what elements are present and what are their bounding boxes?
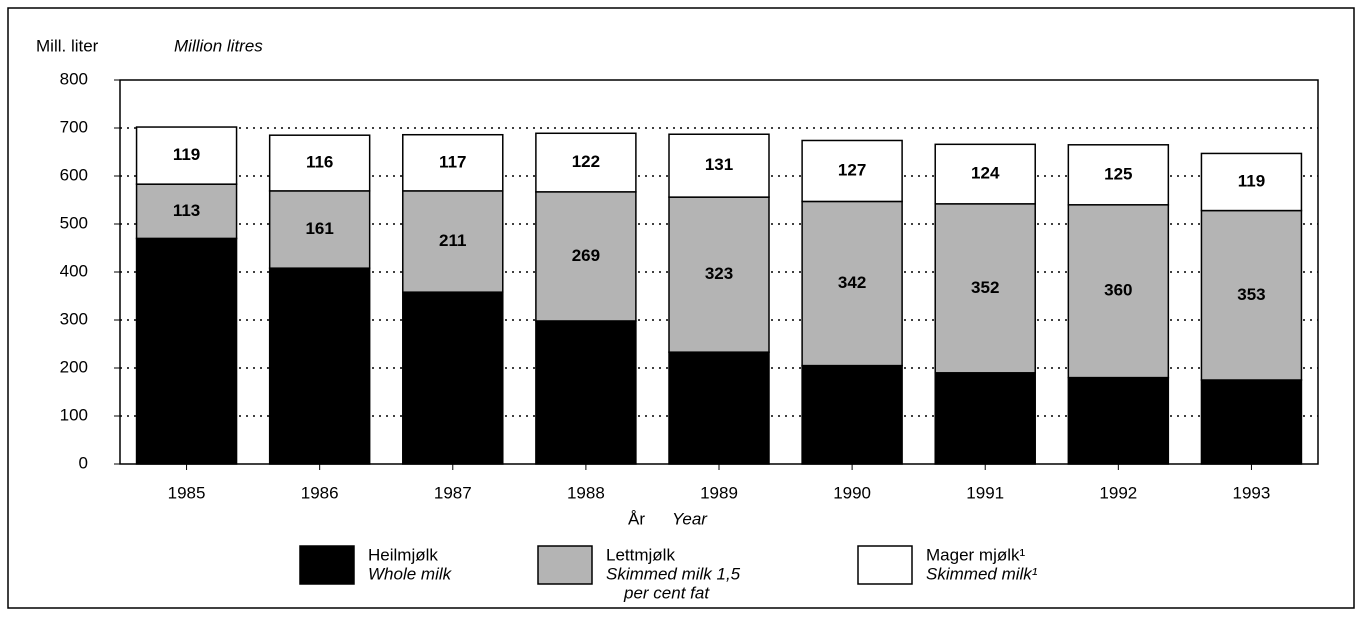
data-label: 124 [971, 164, 1000, 183]
legend-label-en: per cent fat [623, 583, 710, 602]
x-axis-label: År [628, 509, 645, 528]
legend-label: Lettmjølk [606, 545, 675, 564]
x-tick-label: 1987 [434, 483, 472, 502]
legend-swatch [857, 545, 913, 585]
bar-segment [934, 203, 1036, 374]
legend-swatch [299, 545, 355, 585]
bar-segment [135, 126, 238, 185]
y-axis-label: Mill. liter [36, 36, 99, 55]
data-label: 352 [971, 278, 999, 297]
data-label: 353 [1237, 285, 1265, 304]
y-tick-label: 500 [60, 213, 88, 232]
bar-segment [801, 364, 903, 465]
legend-label-en: Skimmed milk¹ [926, 564, 1038, 583]
x-tick-label: 1993 [1233, 483, 1271, 502]
bar-segment [268, 190, 371, 269]
y-tick-label: 700 [60, 117, 88, 136]
data-label: 269 [572, 246, 600, 265]
bar-segment [535, 132, 637, 193]
data-label: 127 [838, 160, 866, 179]
bar-segment [668, 351, 770, 465]
x-tick-label: 1992 [1099, 483, 1137, 502]
bar-segment [1067, 144, 1170, 206]
y-tick-label: 800 [60, 69, 88, 88]
data-label: 119 [1238, 171, 1265, 190]
legend-label: Heilmjølk [368, 545, 438, 564]
x-tick-label: 1991 [966, 483, 1004, 502]
data-label: 119 [173, 145, 200, 164]
bar-segment [668, 196, 770, 353]
legend-label-en: Whole milk [368, 564, 453, 583]
data-label: 113 [173, 201, 200, 220]
data-label: 117 [439, 152, 466, 171]
bar-segment [402, 291, 504, 465]
data-label: 342 [838, 273, 866, 292]
data-label: 116 [306, 153, 333, 172]
y-tick-label: 600 [60, 165, 88, 184]
y-tick-label: 200 [60, 357, 88, 376]
y-tick-label: 100 [60, 405, 88, 424]
legend-label-en: Skimmed milk 1,5 [606, 564, 741, 583]
bar-segment [668, 133, 770, 198]
bar-segment [135, 183, 238, 240]
bar-segment [934, 372, 1036, 465]
y-tick-label: 400 [60, 261, 88, 280]
y-tick-label: 0 [79, 453, 88, 472]
bar-segment [1067, 376, 1170, 465]
x-tick-label: 1985 [168, 483, 206, 502]
bar-segment [1200, 209, 1303, 381]
bar-segment [135, 237, 238, 465]
x-axis-label-en: Year [672, 509, 708, 528]
bar-segment [801, 200, 903, 367]
legend-swatch [537, 545, 593, 585]
bar-segment [535, 191, 637, 322]
bar-segment [402, 133, 504, 192]
data-label: 125 [1104, 164, 1132, 183]
data-label: 360 [1104, 281, 1132, 300]
data-label: 323 [705, 264, 733, 283]
data-label: 161 [305, 219, 333, 238]
y-axis-label-en: Million litres [174, 36, 263, 55]
bar-segment [268, 134, 371, 192]
legend-label: Mager mjølk¹ [926, 545, 1026, 564]
bar-segment [535, 320, 637, 465]
bar-segment [268, 267, 371, 465]
bar-segment [801, 139, 903, 203]
x-tick-label: 1986 [301, 483, 339, 502]
x-tick-label: 1988 [567, 483, 605, 502]
data-label: 211 [439, 231, 466, 250]
x-tick-label: 1989 [700, 483, 738, 502]
data-label: 122 [572, 152, 600, 171]
bar-segment [1200, 379, 1303, 465]
data-label: 131 [705, 155, 733, 174]
y-tick-label: 300 [60, 309, 88, 328]
bar-segment [934, 143, 1036, 205]
bar-segment [1067, 204, 1170, 379]
x-tick-label: 1990 [833, 483, 871, 502]
frame [7, 7, 1355, 609]
bar-segment [1200, 152, 1303, 212]
